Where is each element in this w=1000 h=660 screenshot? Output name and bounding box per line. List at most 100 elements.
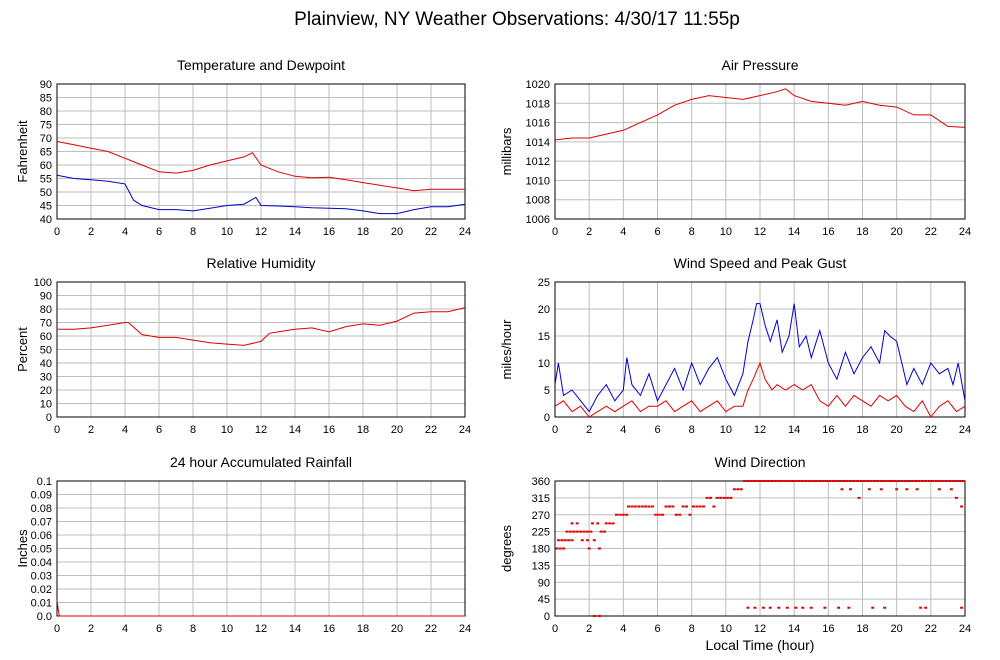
x-tick-label: 20 (391, 623, 403, 635)
y-tick-label: 315 (532, 493, 550, 505)
x-tick-label: 22 (425, 424, 437, 436)
x-tick-label: 12 (255, 623, 267, 635)
x-tick-label: 18 (856, 623, 868, 635)
data-point (842, 480, 846, 482)
data-point (667, 505, 671, 508)
x-tick-label: 18 (856, 226, 868, 238)
data-point (563, 539, 567, 542)
x-tick-label: 24 (459, 226, 471, 238)
data-point (958, 480, 962, 482)
data-point (920, 480, 924, 482)
x-axis-label: Local Time (hour) (706, 637, 815, 653)
data-point (604, 522, 608, 525)
y-tick-label: 45 (40, 201, 52, 213)
y-tick-label: 60 (40, 331, 52, 343)
x-tick-label: 20 (891, 226, 903, 238)
data-point (611, 522, 615, 525)
data-point (823, 606, 827, 609)
data-point (661, 513, 665, 516)
data-point (934, 480, 938, 482)
y-tick-label: 10 (40, 399, 52, 411)
data-point (597, 615, 601, 617)
y-tick-label: 0.0 (37, 611, 52, 623)
y-tick-label: 5 (544, 385, 550, 397)
data-point (558, 547, 562, 550)
plot-frame (554, 480, 966, 617)
data-point (746, 606, 750, 609)
data-point (785, 606, 789, 609)
data-point (736, 488, 740, 491)
data-point (603, 530, 607, 533)
data-point (702, 505, 706, 508)
x-tick-label: 4 (620, 424, 626, 436)
data-point (630, 505, 634, 508)
data-point (664, 505, 668, 508)
data-point (592, 615, 596, 617)
x-tick-label: 14 (289, 623, 301, 635)
data-point (924, 480, 928, 482)
data-point (681, 505, 685, 508)
x-tick-label: 18 (856, 424, 868, 436)
plot-frame (554, 83, 966, 220)
data-point (872, 480, 876, 482)
data-point (949, 488, 953, 491)
data-point (579, 530, 583, 533)
data-point (749, 480, 753, 482)
data-point (895, 488, 899, 491)
x-tick-label: 8 (190, 424, 196, 436)
data-point (596, 522, 600, 525)
data-point (869, 480, 873, 482)
data-point (585, 530, 589, 533)
x-tick-label: 24 (959, 623, 971, 635)
data-point (931, 480, 935, 482)
y-tick-label: 55 (40, 174, 52, 186)
data-point (907, 480, 911, 482)
data-point (879, 488, 883, 491)
x-tick-label: 6 (654, 424, 660, 436)
x-tick-label: 2 (586, 424, 592, 436)
y-tick-label: 90 (538, 577, 550, 589)
y-tick-label: 0 (544, 412, 550, 424)
x-tick-label: 6 (654, 226, 660, 238)
x-tick-label: 0 (552, 424, 558, 436)
x-tick-label: 0 (54, 226, 60, 238)
x-tick-label: 24 (459, 623, 471, 635)
y-tick-label: 0.1 (37, 476, 52, 488)
x-tick-label: 2 (586, 226, 592, 238)
y-tick-label: 0.05 (31, 544, 52, 556)
data-point (640, 505, 644, 508)
page-title: Plainview, NY Weather Observations: 4/30… (294, 9, 740, 30)
chart-air-pressure: 0 2 4 6 8 10 12 14 16 18 20 22 241006100810101012101… (499, 57, 971, 238)
x-tick-label: 10 (720, 623, 732, 635)
data-point (960, 505, 964, 508)
data-point (761, 606, 765, 609)
data-point (787, 480, 791, 482)
data-point (768, 606, 772, 609)
data-point (565, 530, 569, 533)
data-point (732, 488, 736, 491)
data-point (855, 480, 859, 482)
data-point (644, 505, 648, 508)
data-point (915, 488, 919, 491)
x-tick-label: 2 (88, 623, 94, 635)
y-tick-label: 80 (40, 106, 52, 118)
y-tick-label: 75 (40, 120, 52, 132)
series-line-blue (554, 303, 966, 413)
x-tick-label: 2 (88, 226, 94, 238)
data-point (763, 480, 767, 482)
chart-wind-direction: 0 2 4 6 8 10 12 14 16 18 20 22 240459013518022527031… (499, 454, 971, 635)
data-point (961, 480, 965, 482)
plot-frame (56, 281, 466, 418)
x-tick-label: 10 (720, 226, 732, 238)
y-tick-label: 20 (538, 304, 550, 316)
y-tick-label: 65 (40, 147, 52, 159)
x-tick-label: 16 (323, 623, 335, 635)
y-tick-label: 40 (40, 358, 52, 370)
data-point (927, 480, 931, 482)
y-tick-label: 1012 (526, 156, 550, 168)
x-tick-label: 2 (586, 623, 592, 635)
data-point (722, 496, 726, 499)
data-point (905, 488, 909, 491)
data-point (811, 480, 815, 482)
